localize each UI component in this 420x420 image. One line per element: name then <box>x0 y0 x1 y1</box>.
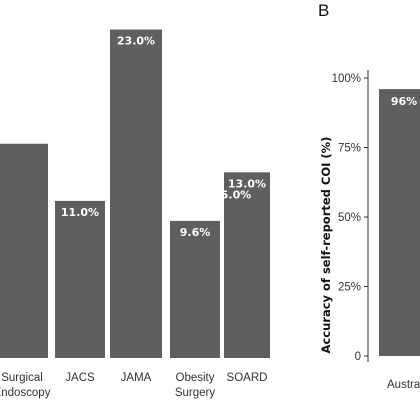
bar-surgical-endoscopy <box>0 143 48 358</box>
x-tick-label: Surgery <box>175 387 216 399</box>
bar-value-label-overlap: 5.0% <box>221 188 252 201</box>
x-tick-label: Surgical <box>1 372 43 384</box>
bar-value-label: 96% <box>391 95 417 108</box>
bar-soard <box>224 172 270 358</box>
bar-jama <box>110 29 162 358</box>
bar-austra <box>379 89 420 357</box>
x-tick-label: Obesity <box>176 372 215 384</box>
bar-value-label: 11.0% <box>61 206 99 219</box>
panel-b-bar-chart: B Accuracy of self-reported COI (%) 0 25%… <box>318 1 420 391</box>
panel-b-y-axis-label: Accuracy of self-reported COI (%) <box>319 137 333 354</box>
y-tick-label: 50% <box>338 212 361 224</box>
x-tick-label: JACS <box>65 372 95 384</box>
panel-a-bar-chart: Surgical Endoscopy 11.0% JACS 23.0% JAMA 9.6% O… <box>0 29 270 399</box>
bar-value-label: 23.0% <box>117 35 155 48</box>
x-tick-label: JAMA <box>121 372 152 384</box>
y-tick-label: 100% <box>332 73 361 85</box>
x-tick-label: Austra <box>387 379 420 391</box>
y-tick-label: 25% <box>338 282 361 294</box>
y-tick-label: 0 <box>355 351 361 363</box>
bar-jacs <box>55 200 105 358</box>
x-tick-label: SOARD <box>227 372 268 384</box>
bar-value-label: 9.6% <box>180 226 211 239</box>
bar-value-label: 13.0% <box>228 177 266 190</box>
y-tick-label: 75% <box>338 143 361 155</box>
panel-b-label: B <box>318 1 329 20</box>
x-tick-label: Endoscopy <box>0 387 51 399</box>
bar-obesity-surgery <box>170 220 220 358</box>
